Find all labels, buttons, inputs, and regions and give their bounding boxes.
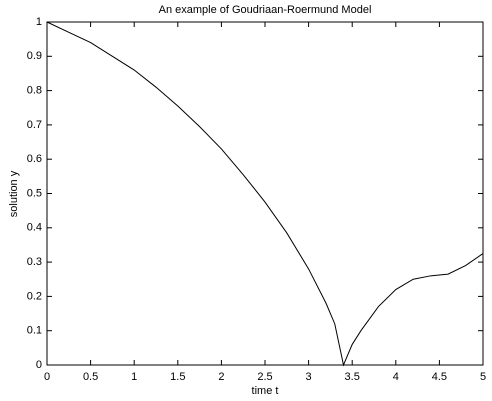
x-tick-label: 0 [44,371,50,383]
x-tick-label: 3.5 [345,371,360,383]
y-tick-label: 0.8 [27,85,42,97]
y-tick-label: 0.2 [27,290,42,302]
x-tick-label: 4.5 [432,371,447,383]
y-tick-label: 0 [36,359,42,371]
x-tick-label: 5 [480,371,486,383]
y-tick-label: 0.7 [27,119,42,131]
x-tick-label: 1.5 [170,371,185,383]
x-tick-label: 0.5 [83,371,98,383]
x-tick-label: 1 [131,371,137,383]
y-tick-label: 0.3 [27,256,42,268]
x-tick-label: 2 [218,371,224,383]
y-tick-label: 0.5 [27,187,42,199]
data-line [46,21,484,367]
y-tick-label: 0.9 [27,50,42,62]
x-axis-label: time t [252,385,279,397]
y-axis-label: solution y [8,170,20,217]
y-tick-label: 1 [36,16,42,28]
y-tick-label: 0.6 [27,153,42,165]
x-tick-label: 3 [306,371,312,383]
y-tick-label: 0.1 [27,325,42,337]
y-tick-label: 0.4 [27,222,42,234]
x-tick-label: 4 [393,371,399,383]
x-tick-label: 2.5 [257,371,272,383]
chart-title: An example of Goudriaan-Roermund Model [159,4,372,16]
